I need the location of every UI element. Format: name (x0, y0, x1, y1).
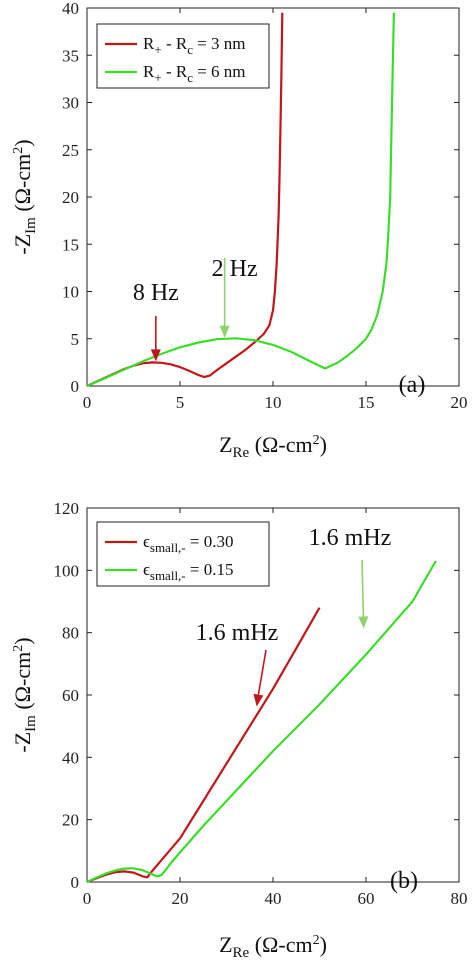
annotation-label-1: 8 Hz (133, 280, 179, 306)
x-tick-label: 0 (83, 889, 92, 908)
y-tick-label: 10 (62, 283, 79, 302)
legend-entry-2: R+ - Rc = 6 nm (143, 62, 246, 85)
y-tick-label: 100 (54, 561, 80, 580)
y-tick-label: 60 (62, 686, 79, 705)
legend-entry-1: ϵsmall,- = 0.30 (143, 532, 233, 555)
y-axis-label: -ZIm (Ω-cm2) (10, 637, 39, 752)
y-tick-label: 20 (62, 811, 79, 830)
x-tick-label: 10 (265, 393, 282, 412)
annotation-arrowhead-2 (219, 325, 230, 338)
x-tick-label: 60 (358, 889, 375, 908)
annotation-arrowhead-1 (150, 349, 161, 362)
y-tick-label: 20 (62, 188, 79, 207)
legend: ϵsmall,- = 0.30 ϵsmall,- = 0.15 (96, 521, 270, 587)
annotation-label-2: 2 Hz (212, 256, 258, 282)
x-tick-label: 5 (176, 393, 185, 412)
chart-panel-a: 0 5 10 15 20 0 5 10 15 20 25 30 35 40 ZRe (Ω-cm2) -ZIm … (10, 0, 468, 461)
y-tick-label: 5 (71, 330, 80, 349)
legend-entry-1: R+ - Rc = 3 nm (143, 34, 246, 57)
y-tick-label: 15 (62, 235, 79, 254)
annotation-label-2: 1.6 mHz (309, 525, 392, 551)
y-tick-label: 40 (62, 748, 79, 767)
x-axis-label: ZRe (Ω-cm2) (219, 932, 327, 961)
y-tick-label: 40 (62, 0, 79, 18)
annotation-label-1: 1.6 mHz (196, 620, 279, 646)
y-tick-label: 120 (54, 499, 80, 518)
y-tick-label: 0 (71, 873, 80, 892)
x-tick-label: 20 (172, 889, 189, 908)
y-tick-label: 30 (62, 94, 79, 113)
annotation-arrowhead-2 (358, 616, 369, 629)
x-tick-label: 20 (451, 393, 468, 412)
x-axis-label: ZRe (Ω-cm2) (219, 432, 327, 461)
y-tick-label: 80 (62, 624, 79, 643)
chart-panel-b: 0 20 40 60 80 0 20 40 60 80 100 120 ZRe (Ω-cm2) -ZIm … (10, 499, 468, 961)
series-line-1 (86, 607, 321, 884)
y-tick-label: 35 (62, 46, 79, 65)
series-line-2 (86, 560, 437, 883)
annotation-arrowhead-1 (253, 693, 264, 707)
y-tick-label: 0 (71, 377, 80, 396)
panel-label: (a) (399, 372, 426, 398)
legend-entry-2: ϵsmall,- = 0.15 (143, 560, 233, 583)
legend: R+ - Rc = 3 nm R+ - Rc = 6 nm (96, 23, 270, 89)
legend-box (96, 23, 270, 89)
y-axis-label: -ZIm (Ω-cm2) (10, 139, 39, 254)
x-tick-label: 40 (265, 889, 282, 908)
x-tick-label: 0 (83, 393, 92, 412)
series-line-2 (86, 12, 395, 388)
x-tick-label: 80 (451, 889, 468, 908)
y-tick-label: 25 (62, 141, 79, 160)
legend-box (96, 521, 270, 587)
annotation-arrow-2 (361, 559, 365, 627)
x-tick-label: 15 (358, 393, 375, 412)
panel-label: (b) (390, 868, 418, 894)
